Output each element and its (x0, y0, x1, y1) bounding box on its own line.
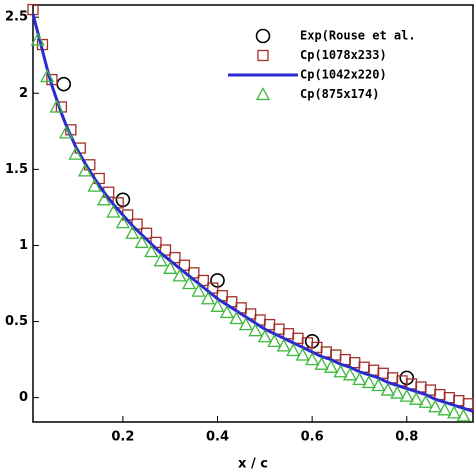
legend-label: Cp(1042x220) (300, 68, 387, 82)
y-tick-label: 0 (19, 390, 28, 405)
triangle-marker (200, 291, 216, 305)
triangle-marker (68, 146, 83, 160)
triangle-marker (342, 367, 358, 381)
triangle-marker (49, 99, 64, 113)
triangle-marker (248, 323, 263, 337)
triangle-marker (219, 305, 235, 319)
triangle-marker (191, 283, 206, 297)
legend-label: Cp(875x174) (300, 87, 379, 101)
triangle-marker (106, 204, 121, 218)
triangle-marker (456, 408, 471, 422)
triangle-marker (40, 69, 55, 83)
circle-marker (56, 76, 72, 92)
triangle-marker (163, 260, 178, 274)
triangle-marker (305, 352, 320, 366)
triangle-marker (276, 338, 291, 352)
triangle-marker (333, 364, 348, 378)
triangle-marker (172, 268, 187, 282)
x-tick-label: 0.8 (395, 430, 418, 445)
triangle-marker (96, 192, 112, 206)
triangle-marker (409, 391, 424, 405)
circle-marker (255, 28, 271, 44)
triangle-marker (144, 244, 159, 258)
triangle-marker (446, 405, 462, 419)
triangle-marker (238, 317, 253, 331)
x-tick-label: 0.4 (206, 430, 229, 445)
y-tick-label: 2 (19, 86, 28, 101)
triangle-marker (182, 276, 197, 290)
triangle-marker (30, 32, 45, 46)
triangle-marker (295, 347, 310, 361)
y-tick-label: 1 (19, 238, 28, 253)
triangle-marker (210, 298, 225, 312)
y-tick-label: 2.5 (5, 10, 28, 25)
legend-label: Exp(Rouse et al. (300, 29, 416, 43)
triangle-marker (125, 225, 140, 239)
triangle-marker (229, 311, 244, 325)
triangle-marker (390, 385, 405, 399)
triangle-marker (257, 329, 272, 343)
triangle-marker (153, 253, 168, 267)
line-series (31, 13, 474, 413)
triangle-marker (267, 333, 282, 347)
x-axis-label: x / c (238, 457, 268, 472)
plot-frame (32, 4, 474, 423)
triangle-marker (286, 343, 301, 357)
x-tick-label: 0.2 (111, 430, 134, 445)
triangle-marker (437, 402, 452, 416)
legend-label: Cp(1078x233) (300, 48, 387, 62)
square-marker (257, 49, 269, 62)
y-tick-label: 0.5 (5, 314, 28, 329)
triangle-marker (87, 178, 102, 192)
triangle-marker (314, 356, 329, 370)
triangle-marker (323, 359, 339, 373)
triangle-marker (371, 378, 386, 392)
triangle-marker (399, 388, 414, 402)
y-tick-label: 1.5 (5, 162, 28, 177)
triangle-marker (134, 235, 149, 249)
triangle-marker (115, 215, 130, 229)
x-tick-label: 0.6 (301, 430, 324, 445)
triangle-marker (428, 399, 443, 413)
triangle-marker (361, 375, 377, 389)
triangle-marker (352, 372, 367, 386)
triangle-marker (77, 163, 93, 177)
triangle-marker (255, 87, 271, 101)
triangle-marker (59, 125, 74, 139)
triangle-marker (418, 394, 433, 408)
triangle-marker (380, 382, 395, 396)
